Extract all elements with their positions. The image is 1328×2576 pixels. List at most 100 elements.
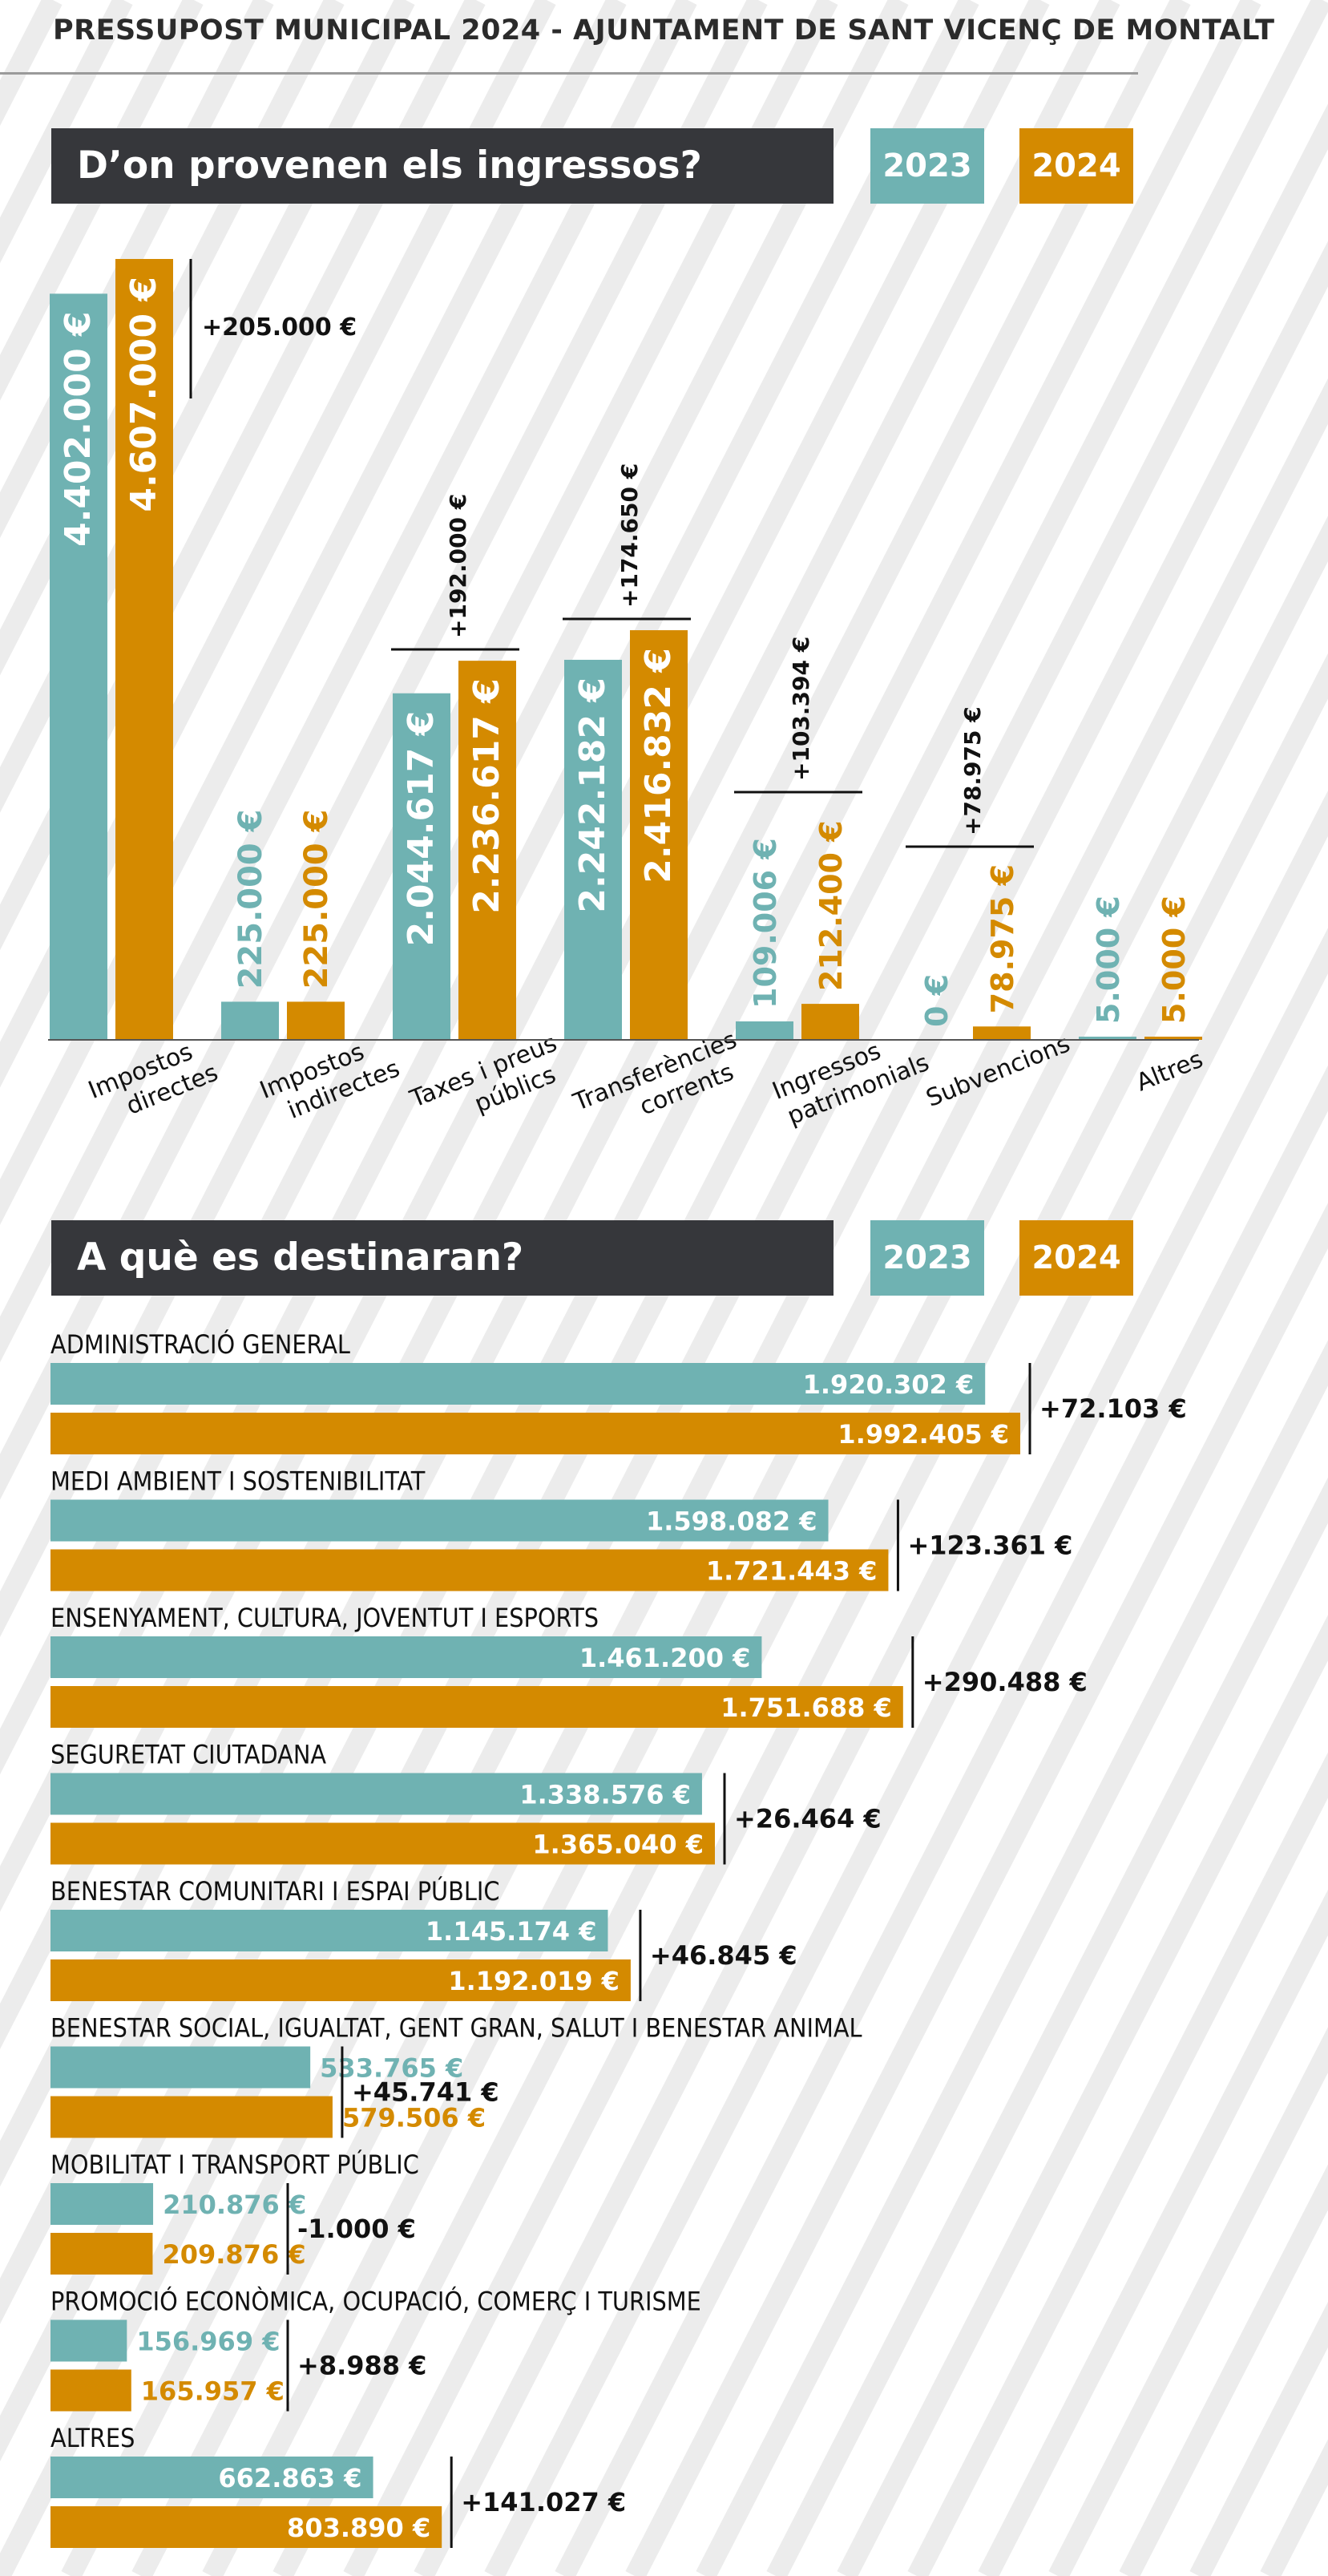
expenses-bar-chart: ADMINISTRACIÓ GENERAL 1.920.302 € 1.992.40…: [50, 1328, 1187, 2548]
expense-category-label: SEGURETAT CIUTADANA: [50, 1740, 326, 1770]
income-value-label: 225.000 €: [232, 809, 269, 989]
expense-bar-2024: [50, 1413, 1020, 1454]
income-bar-2024: [801, 1004, 859, 1040]
income-value-label: 4.402.000 €: [58, 311, 99, 547]
stripe: [625, 1203, 1328, 2576]
expense-category-label: MEDI AMBIENT I SOSTENIBILITAT: [50, 1466, 426, 1497]
expense-value-label: 1.992.405 €: [838, 1419, 1009, 1450]
expense-bar-2024: [50, 2369, 131, 2412]
income-diff-label: +192.000 €: [445, 494, 471, 638]
expense-value-label: 1.192.019 €: [448, 1966, 620, 1996]
stripe: [0, 0, 556, 1088]
income-category-label: Impostosindirectes: [256, 1028, 403, 1132]
expense-value-label: 165.957 €: [141, 2376, 285, 2407]
income-bar-2023: [736, 1021, 793, 1040]
income-bar-2023: [1079, 1037, 1136, 1040]
stripe: [0, 0, 274, 539]
expense-bar-2023: [50, 1773, 702, 1815]
stripe: [343, 653, 1328, 2576]
stripe: [0, 0, 486, 951]
expense-diff-label: +123.361 €: [907, 1531, 1072, 1561]
income-category-label: Impostosdirectes: [84, 1032, 222, 1131]
expense-bar-2024: [50, 1822, 715, 1865]
stripe: [978, 1889, 1328, 2576]
income-value-label: 2.236.617 €: [466, 678, 507, 914]
expense-category-label: ADMINISTRACIÓ GENERAL: [50, 1328, 350, 1360]
stripe: [0, 0, 627, 1225]
income-value-label: 2.416.832 €: [638, 648, 679, 884]
income-value-label: 4.607.000 €: [123, 277, 164, 512]
legend-2023: 2023: [870, 128, 984, 204]
income-value-label: 109.006 €: [748, 838, 783, 1009]
income-value-label: 78.975 €: [985, 864, 1020, 1013]
legend-2023-expenses: 2023: [870, 1220, 984, 1296]
expense-category-label: BENESTAR COMUNITARI I ESPAI PÚBLIC: [50, 1875, 500, 1907]
expense-value-label: 1.338.576 €: [519, 1780, 691, 1810]
expense-bar-2024: [50, 1959, 631, 2001]
income-bar-2023: [50, 293, 107, 1040]
stripe: [0, 0, 415, 813]
expense-value-label: 1.920.302 €: [803, 1369, 975, 1400]
stripe: [766, 1477, 1328, 2576]
expense-category-label: ENSENYAMENT, CULTURA, JOVENTUT I ESPORTS: [50, 1603, 599, 1633]
income-value-label: 2.242.182 €: [572, 677, 613, 913]
expense-bar-2024: [50, 1686, 903, 1728]
expense-bar-2024: [50, 2506, 442, 2548]
stripe: [0, 0, 345, 676]
expenses-heading: A què es destinaran?: [51, 1220, 834, 1296]
expense-value-label: 803.890 €: [287, 2513, 430, 2543]
income-value-label: 5.000 €: [1156, 896, 1192, 1024]
stripe: [1048, 2027, 1328, 2576]
expense-bar-2024: [50, 2096, 333, 2138]
income-bar-2023: [564, 659, 622, 1040]
income-bar-2024: [973, 1026, 1031, 1040]
expense-bar-2023: [50, 2457, 373, 2498]
expense-value-label: 156.969 €: [136, 2327, 280, 2357]
expense-category-label: BENESTAR SOCIAL, IGUALTAT, GENT GRAN, SA…: [50, 2013, 862, 2044]
expense-value-label: 1.461.200 €: [579, 1643, 751, 1673]
expense-bar-2023: [50, 2183, 154, 2225]
income-value-label: 225.000 €: [298, 809, 335, 989]
income-bar-2023: [393, 693, 450, 1040]
expense-value-label: 209.876 €: [162, 2239, 305, 2270]
stripe: [696, 1340, 1328, 2576]
expense-bar-2023: [50, 1636, 762, 1678]
expense-value-label: 1.751.688 €: [721, 1692, 892, 1723]
expense-value-label: 1.721.443 €: [706, 1556, 878, 1587]
income-bar-2024: [1144, 1037, 1202, 1040]
expense-diff-label: +72.103 €: [1039, 1393, 1187, 1424]
legend-2024: 2024: [1019, 128, 1133, 204]
income-bar-2023: [221, 1001, 279, 1040]
expense-bar-2023: [50, 1910, 608, 1951]
income-bar-2024: [115, 259, 173, 1040]
expense-value-label: 1.365.040 €: [532, 1830, 704, 1860]
income-value-label: 212.400 €: [813, 820, 849, 991]
expense-diff-label: +141.027 €: [461, 2487, 626, 2517]
expense-category-label: PROMOCIÓ ECONÒMICA, OCUPACIÓ, COMERÇ I T…: [50, 2286, 701, 2317]
legend-2024-expenses: 2024: [1019, 1220, 1133, 1296]
expense-diff-label: +45.741 €: [352, 2077, 499, 2108]
income-category-label: Subvencions: [922, 1029, 1074, 1113]
income-category-label: Altres: [1132, 1045, 1207, 1098]
stripe: [0, 0, 697, 1363]
expense-value-label: 533.765 €: [320, 2053, 463, 2084]
income-bar-2024: [458, 661, 516, 1040]
expense-category-label: MOBILITAT I TRANSPORT PÚBLIC: [50, 2149, 419, 2180]
stripe: [837, 1615, 1328, 2576]
expense-value-label: 662.863 €: [218, 2463, 361, 2493]
expense-diff-label: +8.988 €: [297, 2351, 426, 2381]
stripe: [484, 928, 1328, 2576]
income-bar-2024: [630, 630, 688, 1040]
income-value-label: 5.000 €: [1091, 896, 1126, 1024]
income-heading: D’on provenen els ingressos?: [51, 128, 834, 204]
page-title: PRESSUPOST MUNICIPAL 2024 - AJUNTAMENT D…: [53, 14, 1275, 47]
income-bar-chart: 4.402.000 € 4.607.000 € +205.000 € Impostos…: [48, 259, 1207, 1132]
expense-bar-2023: [50, 1499, 829, 1542]
stripe: [907, 1752, 1328, 2576]
expense-value-label: 579.506 €: [342, 2103, 486, 2133]
expense-bar-2023: [50, 2046, 311, 2089]
expense-bar-2023: [50, 1363, 986, 1405]
stripe: [555, 1065, 1328, 2576]
expense-diff-label: +26.464 €: [734, 1804, 882, 1834]
income-diff-label: +78.975 €: [959, 706, 986, 835]
